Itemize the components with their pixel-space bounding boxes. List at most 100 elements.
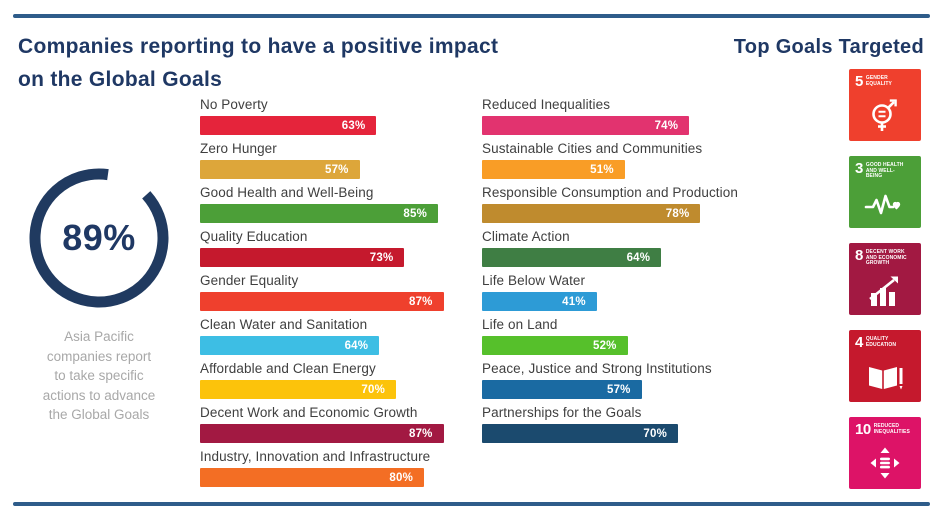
reduced-inequalities-icon — [849, 437, 921, 489]
goal-bar: 74% — [482, 116, 690, 135]
sdg-tile-label: Good Health and Well-Being — [865, 162, 904, 179]
sdg-tile-number: 5 — [855, 73, 863, 90]
goal-label: Life Below Water — [482, 273, 586, 288]
goal-label: Industry, Innovation and Infrastructure — [200, 449, 431, 464]
goal-label: Climate Action — [482, 229, 570, 244]
decent-work-icon — [849, 267, 921, 316]
sdg-tile-header: 10 Reduced Inequalities — [849, 417, 921, 437]
goal-bar: 87% — [200, 424, 444, 443]
goal-bar: 64% — [200, 336, 380, 355]
goal-row: Gender Equality 87% — [200, 273, 480, 311]
goal-row: Quality Education 73% — [200, 229, 480, 267]
goal-row: No Poverty 63% — [200, 97, 480, 135]
good-health-icon — [849, 180, 921, 229]
goal-row: Climate Action 64% — [482, 229, 762, 267]
goal-label: Responsible Consumption and Production — [482, 185, 738, 200]
goal-label: No Poverty — [200, 97, 268, 112]
sdg-tile-label: Quality Education — [865, 336, 897, 348]
sdg-tile-number: 4 — [855, 334, 863, 351]
goal-row: Decent Work and Economic Growth 87% — [200, 405, 480, 443]
goal-label: Gender Equality — [200, 273, 299, 288]
goal-row: Responsible Consumption and Production 78… — [482, 185, 762, 223]
goal-row: Reduced Inequalities 74% — [482, 97, 762, 135]
goal-value-label: 64% — [344, 339, 369, 352]
sdg-tile-header: 8 Decent Work and Economic Growth — [849, 243, 921, 267]
sdg-tile-label: Decent Work and Economic Growth — [865, 249, 907, 266]
bar-column-right: Reduced Inequalities 74% Sustainable Citie… — [482, 97, 762, 449]
goal-row: Industry, Innovation and Infrastructure 8… — [200, 449, 480, 487]
sdg-tile-header: 5 Gender Equality — [849, 69, 921, 89]
goal-label: Reduced Inequalities — [482, 97, 611, 112]
sdg-tile-number: 8 — [855, 247, 863, 264]
top-divider — [13, 14, 930, 18]
goal-value-label: 74% — [654, 119, 679, 132]
page-title: Companies reporting to have a positive i… — [18, 35, 499, 91]
goal-bar: 70% — [482, 424, 678, 443]
goal-label: Sustainable Cities and Communities — [482, 141, 703, 156]
goal-bar: 85% — [200, 204, 438, 223]
sdg-tile: 4 Quality Education — [849, 330, 921, 402]
goal-label: Life on Land — [482, 317, 558, 332]
gender-equality-icon — [849, 89, 921, 141]
goal-value-label: 70% — [643, 427, 667, 440]
summary-caption: Asia Pacific companies report to take sp… — [42, 329, 156, 422]
goal-bar: 52% — [482, 336, 628, 355]
goal-bar: 80% — [200, 468, 424, 487]
sdg-tile-number: 3 — [855, 160, 863, 177]
bottom-divider — [13, 502, 930, 506]
goal-row: Good Health and Well-Being 85% — [200, 185, 480, 223]
sdg-tile: 8 Decent Work and Economic Growth — [849, 243, 921, 315]
goal-label: Quality Education — [200, 229, 308, 244]
goal-row: Life on Land 52% — [482, 317, 762, 355]
goal-label: Peace, Justice and Strong Institutions — [482, 361, 712, 376]
percent-ring-arc — [29, 168, 169, 308]
goal-label: Decent Work and Economic Growth — [200, 405, 418, 420]
goal-bar: 73% — [200, 248, 405, 267]
goal-label: Clean Water and Sanitation — [200, 317, 368, 332]
goal-row: Life Below Water 41% — [482, 273, 762, 311]
sdg-tile-header: 4 Quality Education — [849, 330, 921, 350]
goal-row: Affordable and Clean Energy 70% — [200, 361, 480, 399]
goal-label: Affordable and Clean Energy — [200, 361, 376, 376]
goal-bar: 64% — [482, 248, 662, 267]
goal-bar: 78% — [482, 204, 701, 223]
goal-value-label: 87% — [408, 295, 433, 308]
sdg-tile: 3 Good Health and Well-Being — [849, 156, 921, 228]
goal-bar: 87% — [200, 292, 444, 311]
goal-value-label: 85% — [403, 207, 427, 220]
goal-value-label: 51% — [590, 163, 614, 176]
percent-value: 89% — [62, 217, 136, 258]
goal-row: Clean Water and Sanitation 64% — [200, 317, 480, 355]
goal-row: Sustainable Cities and Communities 51% — [482, 141, 762, 179]
goal-value-label: 64% — [626, 251, 651, 264]
goal-value-label: 73% — [369, 251, 394, 264]
goal-value-label: 80% — [389, 471, 413, 484]
goal-row: Partnerships for the Goals 70% — [482, 405, 762, 443]
bar-column-left: No Poverty 63% Zero Hunger 57% Good Health a… — [200, 97, 480, 493]
goal-value-label: 87% — [408, 427, 433, 440]
goal-label: Good Health and Well-Being — [200, 185, 374, 200]
goal-value-label: 41% — [562, 295, 586, 308]
top-goals-title: Top Goals Targeted — [733, 36, 924, 58]
goal-label: Partnerships for the Goals — [482, 405, 642, 420]
goal-value-label: 52% — [592, 339, 617, 352]
goal-value-label: 57% — [606, 383, 631, 396]
goal-bar: 41% — [482, 292, 597, 311]
goal-row: Peace, Justice and Strong Institutions 57… — [482, 361, 762, 399]
sdg-tile-number: 10 — [855, 421, 871, 438]
goal-bar: 57% — [200, 160, 360, 179]
goal-value-label: 78% — [665, 207, 690, 220]
sdg-tile-label: Reduced Inequalities — [873, 423, 910, 435]
goal-bar: 63% — [200, 116, 377, 135]
goal-bar: 51% — [482, 160, 625, 179]
quality-education-icon — [849, 350, 921, 402]
goal-label: Zero Hunger — [200, 141, 277, 156]
goal-value-label: 63% — [341, 119, 366, 132]
sdg-tile-label: Gender Equality — [865, 75, 892, 87]
goal-value-label: 70% — [361, 383, 385, 396]
goal-bar: 70% — [200, 380, 396, 399]
goal-value-label: 57% — [324, 163, 349, 176]
goal-row: Zero Hunger 57% — [200, 141, 480, 179]
goal-bar: 57% — [482, 380, 642, 399]
